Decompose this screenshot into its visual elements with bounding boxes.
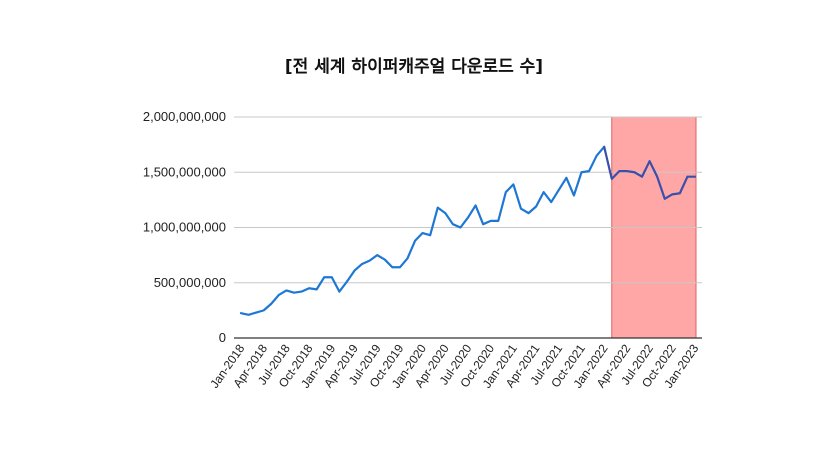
- data-point: [375, 253, 379, 257]
- data-point: [262, 308, 266, 312]
- data-point: [527, 211, 531, 215]
- data-point: [292, 291, 296, 295]
- data-point: [443, 211, 447, 215]
- data-point: [398, 265, 402, 269]
- data-point: [300, 290, 304, 294]
- data-point: [610, 177, 614, 181]
- data-point: [284, 288, 288, 292]
- data-point: [451, 222, 455, 226]
- series-line: [239, 145, 606, 316]
- data-point: [413, 239, 417, 243]
- y-tick-label: 0: [219, 330, 226, 345]
- data-point: [564, 176, 568, 180]
- data-point: [617, 169, 621, 173]
- data-point: [322, 275, 326, 279]
- data-point: [428, 233, 432, 237]
- data-point: [655, 175, 659, 179]
- data-point: [254, 311, 258, 315]
- data-point: [436, 206, 440, 210]
- data-point: [542, 190, 546, 194]
- data-point: [353, 269, 357, 273]
- data-point: [345, 280, 349, 284]
- data-point: [269, 302, 273, 306]
- data-point: [360, 262, 364, 266]
- data-point: [519, 207, 523, 211]
- data-point: [337, 290, 341, 294]
- data-point: [557, 188, 561, 192]
- data-point: [693, 175, 697, 179]
- chart-title: [전 세계 하이퍼캐주얼 다운로드 수]: [284, 57, 544, 77]
- data-point: [587, 169, 591, 173]
- data-point: [421, 231, 425, 235]
- data-point: [549, 200, 553, 204]
- data-point: [239, 311, 243, 315]
- data-point: [663, 197, 667, 201]
- data-point: [315, 287, 319, 291]
- data-point: [277, 293, 281, 297]
- data-point: [383, 258, 387, 262]
- data-point: [580, 170, 584, 174]
- data-point: [595, 154, 599, 158]
- data-point: [511, 182, 515, 186]
- data-point: [625, 169, 629, 173]
- data-point: [602, 145, 606, 149]
- data-point: [572, 193, 576, 197]
- data-point: [368, 259, 372, 263]
- data-point: [496, 219, 500, 223]
- data-point: [632, 170, 636, 174]
- data-point: [458, 226, 462, 230]
- data-point: [474, 203, 478, 207]
- y-tick-label: 2,000,000,000: [143, 109, 226, 124]
- data-point: [405, 256, 409, 260]
- data-point: [648, 159, 652, 163]
- data-point: [466, 216, 470, 220]
- data-point: [640, 175, 644, 179]
- data-point: [678, 191, 682, 195]
- data-point: [247, 313, 251, 317]
- data-point: [670, 192, 674, 196]
- data-point: [330, 275, 334, 279]
- data-point: [685, 175, 689, 179]
- y-tick-label: 500,000,000: [154, 275, 226, 290]
- data-point: [489, 219, 493, 223]
- data-point: [481, 222, 485, 226]
- y-tick-label: 1,500,000,000: [143, 164, 226, 179]
- data-point: [390, 265, 394, 269]
- y-tick-label: 1,000,000,000: [143, 220, 226, 235]
- data-point: [534, 205, 538, 209]
- data-point: [504, 190, 508, 194]
- series-line-highlighted: [603, 145, 697, 200]
- data-point: [307, 286, 311, 290]
